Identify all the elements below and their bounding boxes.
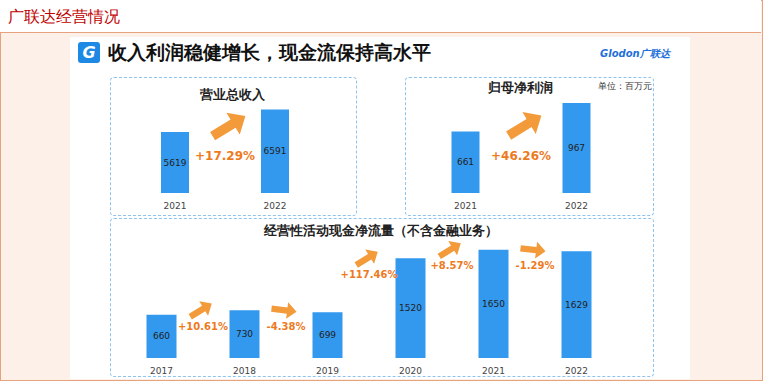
- svg-text:2019: 2019: [316, 366, 339, 376]
- svg-text:730: 730: [236, 329, 253, 339]
- svg-text:661: 661: [457, 157, 474, 167]
- svg-text:2020: 2020: [399, 366, 422, 376]
- html-text:经营性活动现金净流量（不含金融业务）: 经营性活动现金净流量（不含金融业务）: [264, 223, 498, 238]
- svg-text:1520: 1520: [399, 303, 422, 313]
- svg-text:6591: 6591: [264, 146, 287, 156]
- svg-text:1650: 1650: [482, 299, 505, 309]
- svg-text:2021: 2021: [482, 366, 505, 376]
- svg-text:-1.29%: -1.29%: [516, 260, 555, 271]
- html-text:归母净利润: 归母净利润: [487, 80, 553, 95]
- svg-text:660: 660: [153, 331, 170, 341]
- svg-text:2022: 2022: [264, 201, 287, 211]
- svg-text:2022: 2022: [565, 366, 588, 376]
- svg-text:699: 699: [319, 330, 336, 340]
- svg-text:-4.38%: -4.38%: [267, 321, 306, 332]
- svg-text:+8.57%: +8.57%: [430, 260, 473, 271]
- html-text:营业总收入: 营业总收入: [200, 87, 265, 102]
- svg-text:+117.46%: +117.46%: [341, 269, 398, 280]
- svg-text:2017: 2017: [150, 366, 173, 376]
- svg-text:+17.29%: +17.29%: [195, 149, 255, 163]
- svg-text:+46.26%: +46.26%: [491, 149, 551, 163]
- svg-text:2021: 2021: [164, 201, 187, 211]
- svg-text:2022: 2022: [565, 201, 588, 211]
- html-text:单位：百万元: 单位：百万元: [598, 81, 652, 91]
- svg-text:967: 967: [568, 143, 585, 153]
- html-text:广联达经营情况: 广联达经营情况: [8, 7, 120, 26]
- svg-text:1629: 1629: [565, 300, 588, 310]
- svg-text:2018: 2018: [233, 366, 256, 376]
- html-text:收入利润稳健增长，现金流保持高水平: 收入利润稳健增长，现金流保持高水平: [108, 41, 431, 63]
- svg-text:2021: 2021: [454, 201, 477, 211]
- svg-text:5619: 5619: [164, 158, 187, 168]
- html-text:G: G: [82, 43, 96, 62]
- html-text:Glodon广联达: Glodon广联达: [600, 48, 670, 59]
- svg-text:+10.61%: +10.61%: [178, 321, 228, 332]
